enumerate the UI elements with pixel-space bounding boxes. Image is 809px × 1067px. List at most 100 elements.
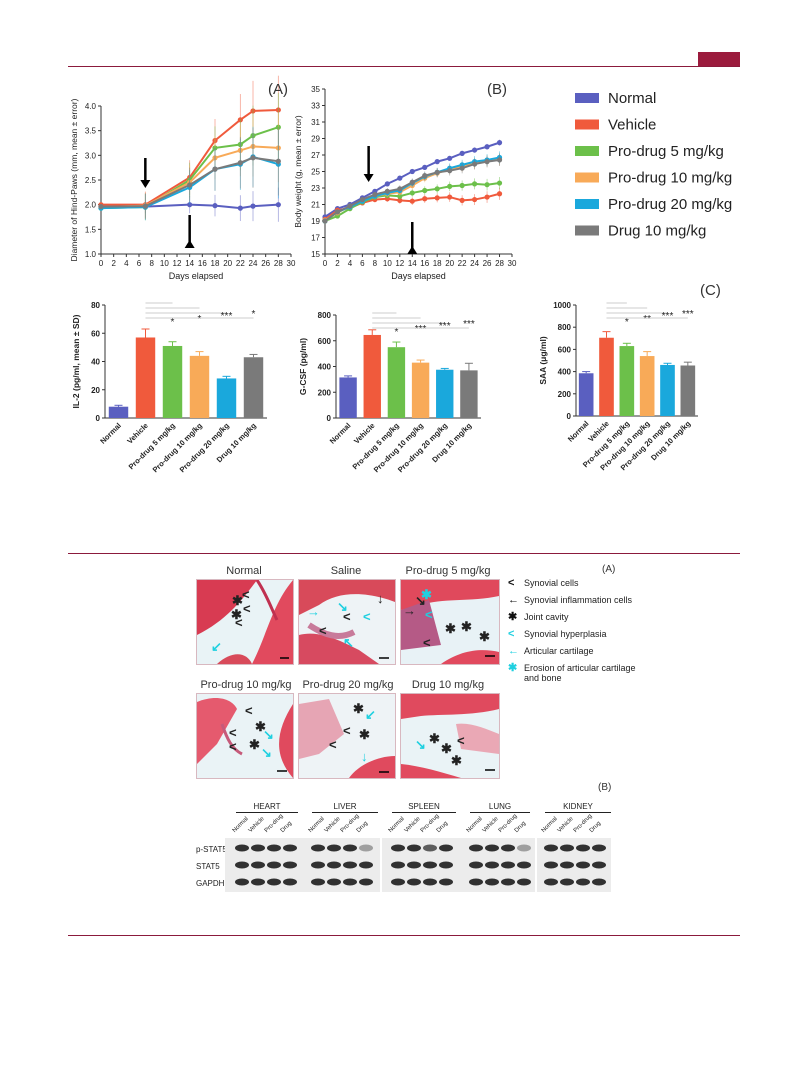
top-rule bbox=[68, 66, 740, 67]
blot-band bbox=[501, 844, 515, 852]
hist-image-pro5: → ↘ < < ✱ ✱ ✱ ✱ bbox=[400, 579, 500, 665]
data-point bbox=[447, 194, 453, 200]
category-label: Pro-drug 20 mg/kg bbox=[178, 421, 232, 475]
x-tick-label: 0 bbox=[99, 259, 104, 268]
blot-band bbox=[517, 844, 531, 852]
legend-label: Synovial cells bbox=[524, 578, 579, 588]
bar bbox=[108, 406, 129, 418]
x-tick-label: 14 bbox=[408, 259, 417, 268]
blot-lane-label: Vehicle bbox=[481, 816, 500, 834]
y-tick-label: 600 bbox=[318, 337, 332, 346]
bar bbox=[162, 345, 183, 418]
bar bbox=[135, 337, 156, 418]
marker-joint-cavity: ✱ bbox=[231, 607, 242, 622]
data-point bbox=[496, 180, 503, 186]
hist-title-pro20: Pro-drug 20 mg/kg bbox=[302, 679, 394, 691]
y-axis-label: Body weight (g, mean ± error) bbox=[293, 115, 303, 228]
legend-swatch bbox=[575, 119, 599, 130]
marker-erosion: ✱ bbox=[421, 587, 432, 602]
data-point bbox=[422, 164, 428, 170]
data-point bbox=[459, 197, 465, 203]
marker-joint-cavity: ✱ bbox=[479, 629, 490, 644]
data-point bbox=[472, 196, 478, 203]
legend-swatch bbox=[575, 172, 599, 183]
marker-joint-cavity: ✱ bbox=[445, 621, 456, 636]
x-tick-label: 6 bbox=[137, 259, 142, 268]
category-label: Normal bbox=[566, 419, 591, 444]
legend-row: ← Synovial inflammation cells bbox=[508, 595, 648, 606]
x-tick-label: 12 bbox=[395, 259, 404, 268]
blot-band bbox=[251, 878, 265, 886]
bar bbox=[216, 378, 237, 418]
y-axis-label: G-CSF (pg/ml) bbox=[298, 338, 308, 395]
data-point bbox=[422, 196, 428, 202]
y-axis-label: Diameter of Hind-Paws (mm, mean ± error) bbox=[69, 98, 79, 261]
blot-band bbox=[544, 844, 558, 852]
x-tick-label: 22 bbox=[236, 259, 245, 268]
data-point bbox=[347, 203, 353, 209]
data-point bbox=[434, 169, 440, 175]
marker-synovial-cell: < bbox=[319, 623, 327, 638]
data-point bbox=[250, 203, 256, 209]
blot-band bbox=[560, 878, 574, 886]
significance-marker: * bbox=[252, 309, 256, 320]
legend-row: < Synovial hyperplasia bbox=[508, 629, 648, 640]
x-tick-label: 22 bbox=[458, 259, 467, 268]
marker-synovial-cell: < bbox=[457, 733, 465, 748]
blot-tissue-heart: HEART bbox=[236, 802, 298, 813]
marker-synovial-cell: < bbox=[343, 609, 351, 624]
legend-label: Articular cartilage bbox=[524, 646, 594, 656]
significance-marker: *** bbox=[463, 319, 475, 330]
blot-lane-label: Normal bbox=[387, 816, 406, 834]
marker-joint-cavity: ✱ bbox=[451, 753, 462, 768]
blot-lane-label: Drug bbox=[279, 820, 294, 834]
blot-band bbox=[391, 844, 405, 852]
blot-tissue-kidney: KIDNEY bbox=[545, 802, 611, 813]
legend-symbol: ✱ bbox=[508, 662, 518, 674]
arrow-head bbox=[184, 240, 195, 248]
legend-swatch bbox=[575, 93, 599, 103]
marker-synovial-hyperplasia: < bbox=[363, 609, 371, 624]
data-point bbox=[237, 160, 243, 166]
marker-synovial-cell: < bbox=[229, 725, 237, 740]
marker-joint-cavity: ✱ bbox=[429, 731, 440, 746]
significance-marker: *** bbox=[221, 311, 233, 322]
arrow-head bbox=[363, 174, 374, 182]
hist-title-saline: Saline bbox=[330, 565, 362, 577]
marker-articular-cartilage: ↘ bbox=[337, 599, 348, 614]
data-point bbox=[422, 187, 428, 194]
marker-synovial-cell: < bbox=[423, 635, 431, 650]
legend-label: Synovial inflammation cells bbox=[524, 595, 633, 605]
blot-protein-gapdh: GAPDH bbox=[196, 879, 225, 888]
y-tick-label: 2.5 bbox=[85, 176, 97, 185]
bar bbox=[363, 334, 381, 418]
marker-articular-cartilage: ↓ bbox=[361, 749, 368, 764]
legend-label: Drug 10 mg/kg bbox=[608, 223, 706, 240]
x-tick-label: 18 bbox=[211, 259, 220, 268]
marker-articular-cartilage: ↘ bbox=[261, 745, 272, 760]
category-label: Normal bbox=[98, 421, 123, 446]
blot-band bbox=[311, 861, 325, 869]
marker-articular-cartilage: ↘ bbox=[415, 737, 426, 752]
panel-2a-label: (A) bbox=[602, 564, 616, 575]
x-tick-label: 30 bbox=[287, 259, 296, 268]
blot-band bbox=[576, 844, 590, 852]
y-tick-label: 35 bbox=[311, 85, 320, 94]
y-tick-label: 0 bbox=[96, 414, 101, 423]
blot-band bbox=[576, 878, 590, 886]
blot-band bbox=[592, 844, 606, 852]
marker-synovial-cell: < bbox=[243, 601, 251, 616]
x-axis-label: Days elapsed bbox=[169, 271, 224, 281]
blot-lane-label: Vehicle bbox=[556, 816, 575, 834]
y-tick-label: 17 bbox=[311, 234, 320, 243]
y-tick-label: 23 bbox=[311, 184, 320, 193]
data-point bbox=[142, 203, 148, 209]
arrow-head bbox=[140, 180, 151, 188]
blot-band bbox=[391, 878, 405, 886]
legend-symbol: < bbox=[508, 577, 515, 589]
blot-band bbox=[544, 878, 558, 886]
blot-band bbox=[576, 861, 590, 869]
blot-band bbox=[439, 878, 453, 886]
y-tick-label: 400 bbox=[558, 368, 572, 377]
y-tick-label: 20 bbox=[91, 386, 100, 395]
